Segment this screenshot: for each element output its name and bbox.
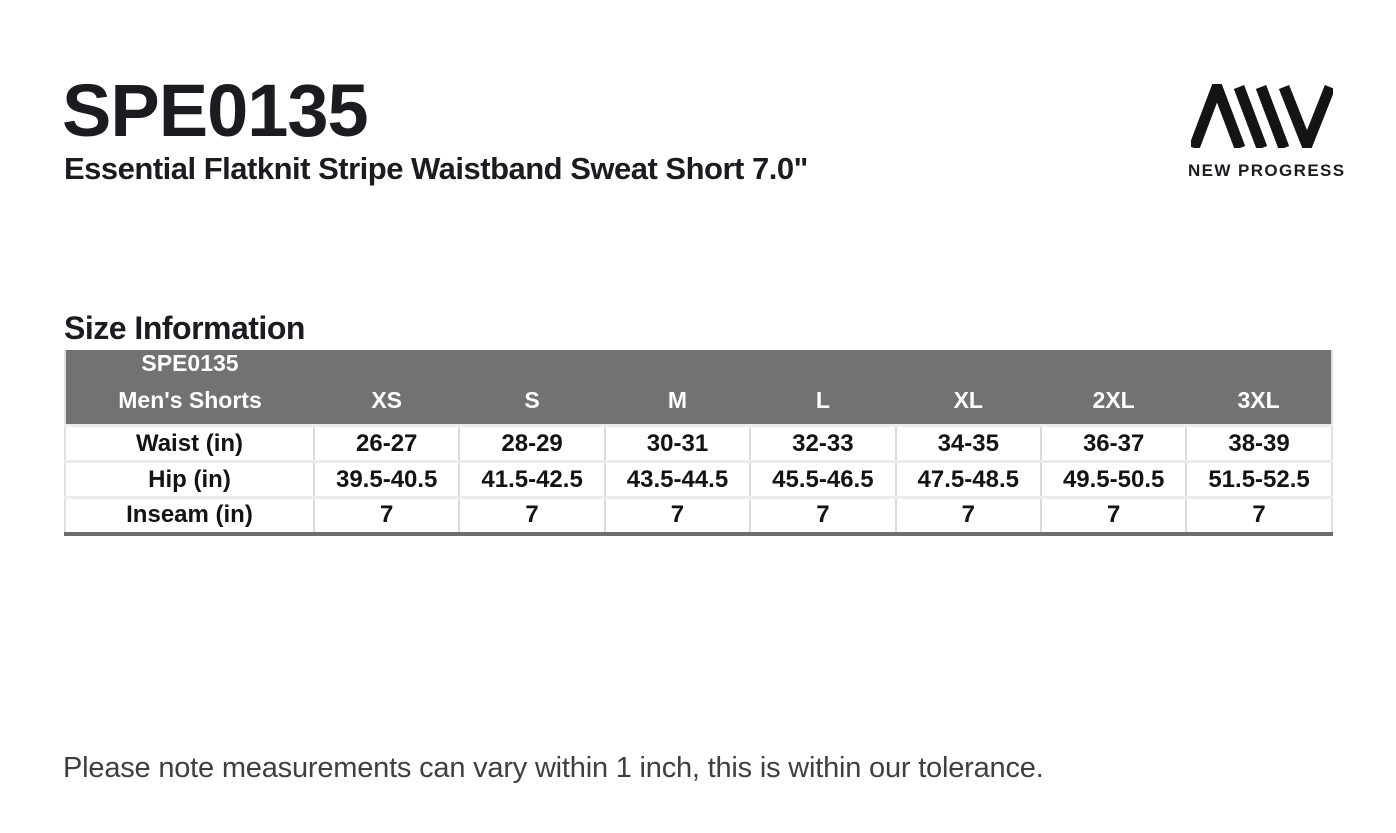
size-table-header-row: SPE0135 Men's Shorts XS S M L XL 2XL 3XL bbox=[65, 350, 1332, 426]
table-header-size-xl: XL bbox=[895, 350, 1041, 426]
table-cell: 38-39 bbox=[1185, 424, 1332, 462]
tolerance-note: Please note measurements can vary within… bbox=[63, 752, 1044, 784]
table-cell: 32-33 bbox=[749, 424, 896, 462]
table-cell: 7 bbox=[312, 496, 460, 534]
table-cell: 30-31 bbox=[603, 424, 751, 462]
product-name-subtitle: Essential Flatknit Stripe Waistband Swea… bbox=[64, 151, 808, 186]
table-cell: 7 bbox=[894, 496, 1041, 534]
brand-block: NEW PROGRESS bbox=[1188, 84, 1346, 181]
table-cell: 34-35 bbox=[894, 424, 1041, 462]
table-cell: 7 bbox=[1039, 496, 1187, 534]
table-row-hip: Hip (in) 39.5-40.5 41.5-42.5 43.5-44.5 4… bbox=[65, 460, 1332, 498]
table-header-size-s: S bbox=[459, 350, 605, 426]
product-code-title: SPE0135 bbox=[62, 69, 369, 152]
table-cell: 7 bbox=[1185, 496, 1332, 534]
table-cell: 28-29 bbox=[458, 424, 605, 462]
table-cell: 7 bbox=[458, 496, 605, 534]
table-header-size-l: L bbox=[750, 350, 896, 426]
table-cell: 45.5-46.5 bbox=[749, 460, 896, 498]
table-row-waist: Waist (in) 26-27 28-29 30-31 32-33 34-35… bbox=[65, 424, 1332, 462]
table-cell: 7 bbox=[603, 496, 751, 534]
size-table: SPE0135 Men's Shorts XS S M L XL 2XL 3XL… bbox=[64, 350, 1333, 536]
aw-monogram-icon bbox=[1191, 84, 1333, 148]
table-cell: 47.5-48.5 bbox=[894, 460, 1041, 498]
table-cell: 43.5-44.5 bbox=[603, 460, 751, 498]
table-header-size-m: M bbox=[604, 350, 751, 426]
table-header-product-code: SPE0135 bbox=[141, 350, 239, 376]
table-cell: 41.5-42.5 bbox=[458, 460, 605, 498]
table-cell: 26-27 bbox=[312, 424, 460, 462]
table-header-product-cell: SPE0135 Men's Shorts bbox=[65, 350, 314, 426]
brand-name: NEW PROGRESS bbox=[1188, 161, 1346, 180]
table-header-size-xs: XS bbox=[314, 350, 460, 426]
size-table-container: SPE0135 Men's Shorts XS S M L XL 2XL 3XL… bbox=[64, 350, 1333, 536]
table-cell: 39.5-40.5 bbox=[312, 460, 460, 498]
table-cell: 7 bbox=[749, 496, 896, 534]
row-label: Waist (in) bbox=[65, 424, 314, 462]
table-header-size-2xl: 2XL bbox=[1040, 350, 1187, 426]
row-label: Hip (in) bbox=[65, 460, 314, 498]
table-header-size-3xl: 3XL bbox=[1186, 350, 1332, 426]
table-cell: 51.5-52.5 bbox=[1185, 460, 1332, 498]
size-information-heading: Size Information bbox=[64, 310, 305, 346]
table-row-inseam: Inseam (in) 7 7 7 7 7 7 7 bbox=[65, 496, 1332, 534]
table-cell: 36-37 bbox=[1039, 424, 1187, 462]
table-cell: 49.5-50.5 bbox=[1039, 460, 1187, 498]
row-label: Inseam (in) bbox=[65, 496, 314, 534]
table-header-product-category: Men's Shorts bbox=[118, 387, 262, 413]
